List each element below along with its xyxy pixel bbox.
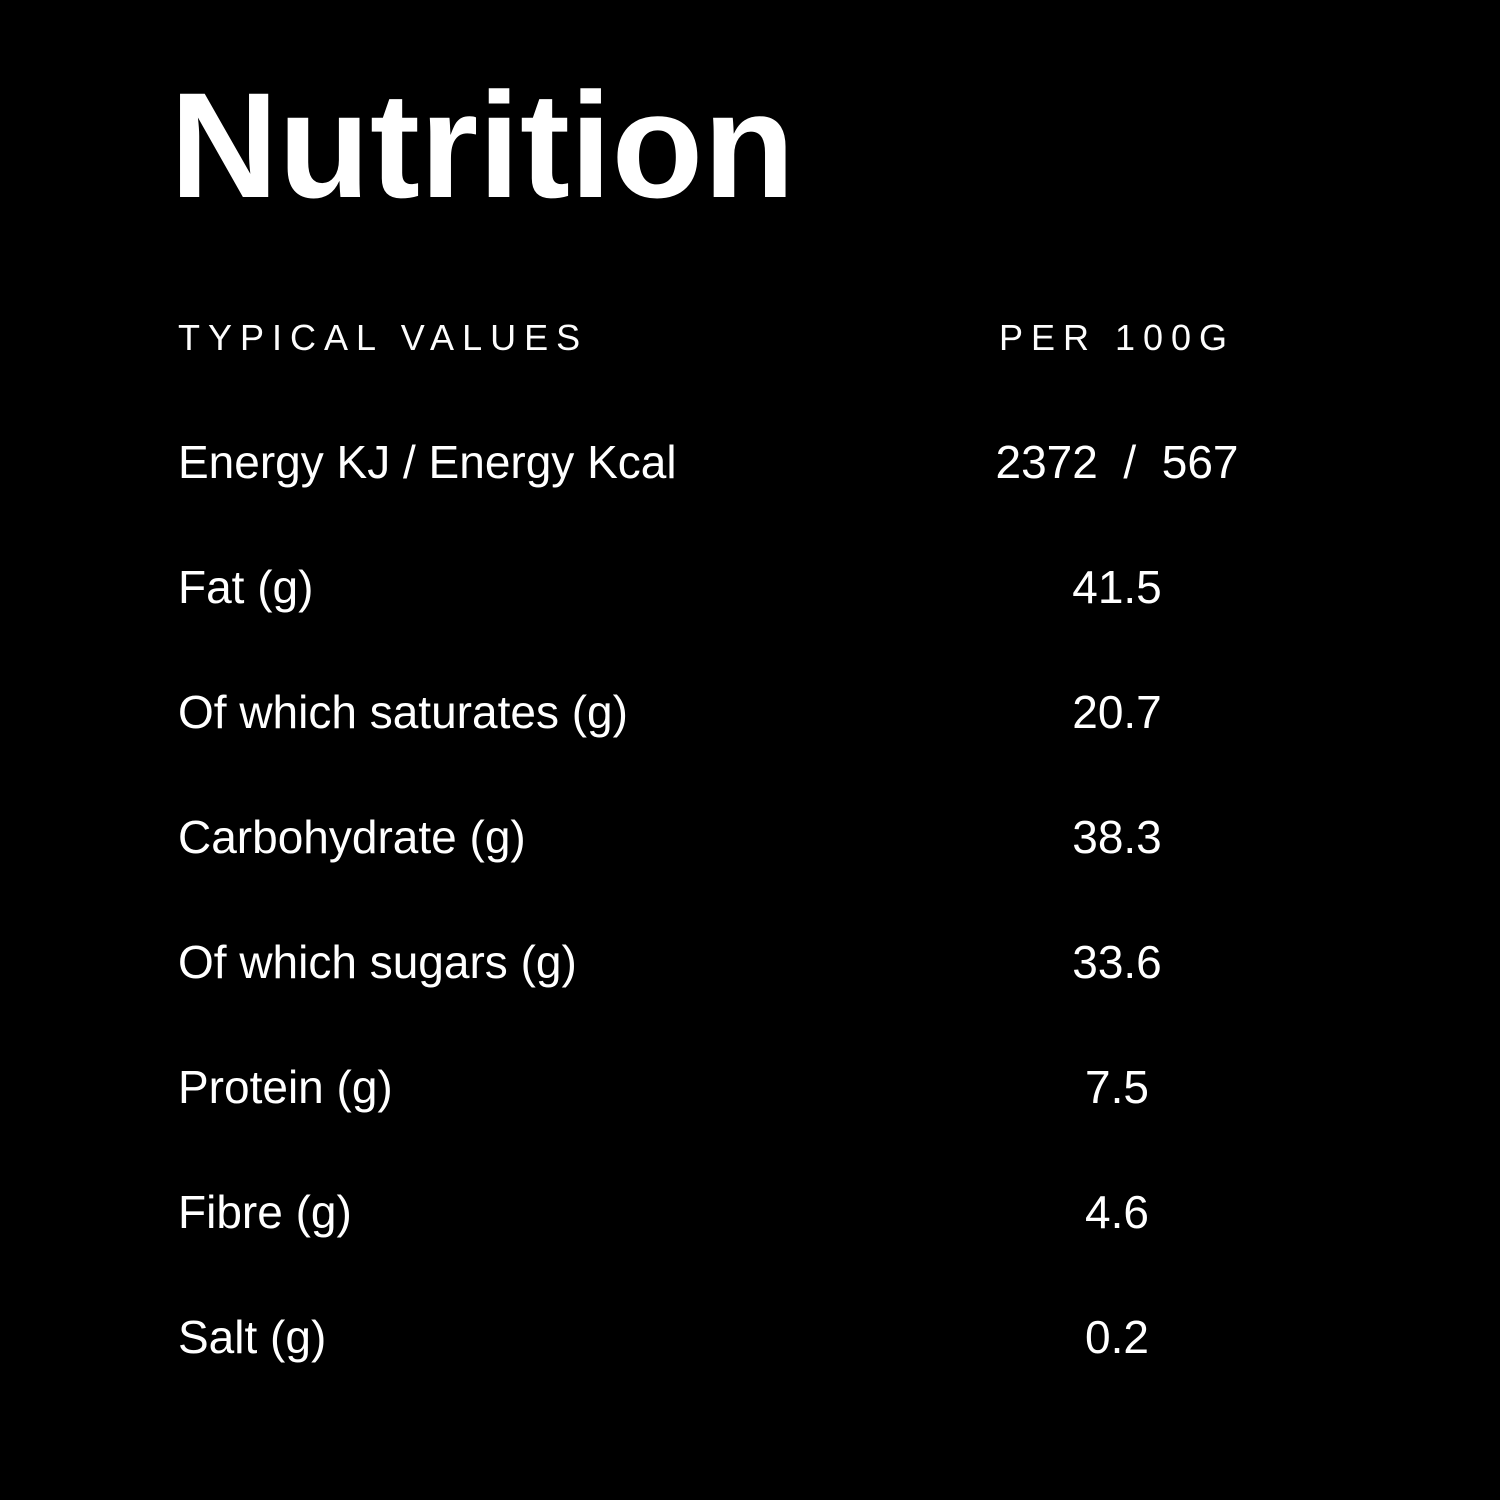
row-label: Of which sugars (g)	[178, 936, 577, 989]
table-row-fat: Fat (g) 41.5	[178, 525, 1267, 650]
row-label: Carbohydrate (g)	[178, 811, 526, 864]
row-value: 33.6	[1072, 936, 1162, 989]
table-row-fibre: Fibre (g) 4.6	[178, 1150, 1267, 1275]
row-value: 20.7	[1072, 686, 1162, 739]
row-label: Salt (g)	[178, 1311, 327, 1364]
row-label: Fibre (g)	[178, 1186, 352, 1239]
table-row-saturates: Of which saturates (g) 20.7	[178, 650, 1267, 775]
table-row-sugars: Of which sugars (g) 33.6	[178, 900, 1267, 1025]
page-title: Nutrition	[170, 61, 795, 229]
column-header-typical-values: TYPICAL VALUES	[178, 316, 589, 358]
table-row-protein: Protein (g) 7.5	[178, 1025, 1267, 1150]
row-value: 0.2	[1085, 1311, 1149, 1364]
row-value: 4.6	[1085, 1186, 1149, 1239]
row-label: Protein (g)	[178, 1061, 393, 1114]
table-row-energy: Energy KJ / Energy Kcal 2372 / 567	[178, 400, 1267, 525]
table-row-carbohydrate: Carbohydrate (g) 38.3	[178, 775, 1267, 900]
row-label: Fat (g)	[178, 561, 314, 614]
row-value: 7.5	[1085, 1061, 1149, 1114]
row-value: 2372 / 567	[995, 436, 1239, 489]
row-value: 41.5	[1072, 561, 1162, 614]
row-value: 38.3	[1072, 811, 1162, 864]
row-label: Of which saturates (g)	[178, 686, 628, 739]
column-header-per-100g: PER 100G	[998, 316, 1236, 358]
table-header-row: TYPICAL VALUES PER 100G	[178, 275, 1267, 400]
table-row-salt: Salt (g) 0.2	[178, 1275, 1267, 1400]
nutrition-table: TYPICAL VALUES PER 100G Energy KJ / Ener…	[178, 275, 1267, 1400]
row-label: Energy KJ / Energy Kcal	[178, 436, 677, 489]
